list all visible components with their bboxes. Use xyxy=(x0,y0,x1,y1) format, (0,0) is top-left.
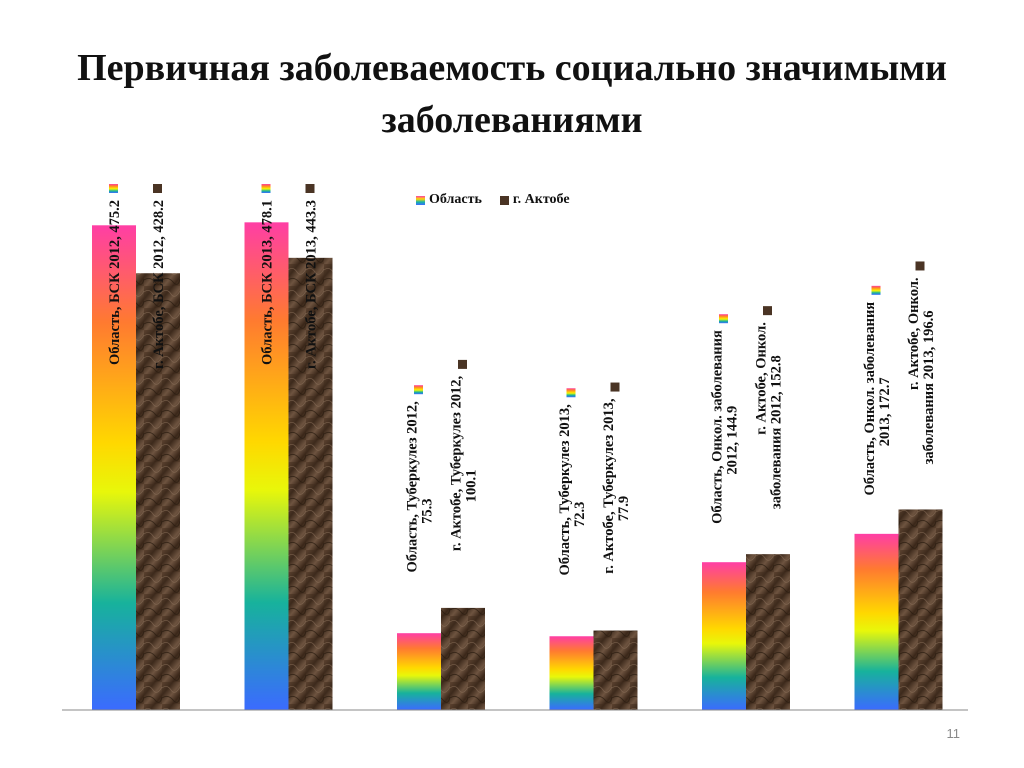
data-label-region-2: Область, Туберкулез 2012,75.3 xyxy=(405,401,436,573)
data-label-city-5: г. Актобе, Онкол.заболевания 2013, 196.6 xyxy=(906,277,937,464)
label-marker-city-3 xyxy=(610,382,620,392)
label-marker-region-2 xyxy=(414,385,423,395)
bar-city-4 xyxy=(746,554,790,710)
bar-city-5 xyxy=(898,509,943,710)
legend-label-city: г. Актобе xyxy=(512,192,570,207)
data-label-region-0: Область, БСК 2012, 475.2 xyxy=(107,200,123,365)
bar-city-2 xyxy=(441,607,485,710)
brown-swatch-icon xyxy=(499,195,509,205)
page-number: 11 xyxy=(946,726,961,741)
bar-region-1 xyxy=(244,222,289,710)
label-marker-city-5 xyxy=(915,261,925,271)
label-marker-city-0 xyxy=(153,184,162,193)
bar-city-0 xyxy=(136,273,180,710)
label-marker-region-4 xyxy=(719,314,728,324)
label-marker-region-1 xyxy=(261,184,271,193)
legend-item-city: г. Актобе xyxy=(499,192,570,208)
label-marker-region-5 xyxy=(871,285,881,295)
label-marker-city-1 xyxy=(305,184,315,193)
label-marker-city-4 xyxy=(763,306,772,316)
legend-item-region: Область xyxy=(416,192,482,208)
data-label-region-3: Область, Туберкулез 2013,72.3 xyxy=(557,404,588,576)
bar-region-3 xyxy=(549,636,594,710)
bar-city-3 xyxy=(593,630,638,710)
rainbow-swatch-icon xyxy=(416,195,425,205)
bar-region-0 xyxy=(92,225,136,710)
label-marker-region-0 xyxy=(109,184,118,193)
legend: Область г. Актобе xyxy=(416,192,570,208)
bar-region-5 xyxy=(854,533,899,710)
bar-region-2 xyxy=(397,633,441,710)
legend-label-region: Область xyxy=(429,192,482,207)
data-label-region-4: Область, Онкол. заболевания2012, 144.9 xyxy=(710,330,741,524)
bar-city-1 xyxy=(288,257,333,710)
data-label-region-5: Область, Онкол. заболевания2013, 172.7 xyxy=(862,302,893,496)
label-marker-region-3 xyxy=(566,388,576,398)
data-label-city-1: г. Актобе, БСК 2013, 443.3 xyxy=(304,200,320,369)
data-label-city-4: г. Актобе, Онкол.заболевания 2012, 152.8 xyxy=(754,322,785,509)
data-label-region-1: Область, БСК 2013, 478.1 xyxy=(260,200,276,365)
label-marker-city-2 xyxy=(458,359,467,369)
slide-title: Первичная заболеваемость социально значи… xyxy=(77,47,947,141)
bar-region-4 xyxy=(702,562,746,710)
data-label-city-0: г. Актобе, БСК 2012, 428.2 xyxy=(151,200,167,369)
data-label-city-3: г. Актобе, Туберкулез 2013,77.9 xyxy=(601,398,632,574)
data-label-city-2: г. Актобе, Туберкулез 2012,100.1 xyxy=(449,376,480,552)
